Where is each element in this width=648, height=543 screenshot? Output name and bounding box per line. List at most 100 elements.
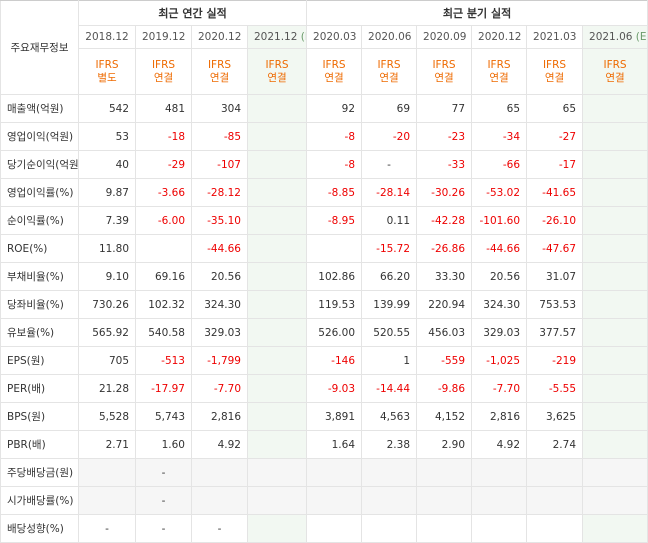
table-cell: -5.55 xyxy=(526,374,584,403)
table-cell: 324.30 xyxy=(191,290,248,319)
table-cell: 526.00 xyxy=(306,318,363,347)
table-cell: 4,152 xyxy=(416,402,473,431)
kind-header-row: IFRS 별도 IFRS 연결 IFRS 연결 IFRS 연결 IFRS 연결 IFRS 연결 IFRS… xyxy=(1,48,648,95)
table-cell: 65 xyxy=(526,94,584,123)
table-cell: -219 xyxy=(526,346,584,375)
consolidation-label: 연결 xyxy=(267,71,287,84)
table-cell: - xyxy=(191,514,248,543)
table-cell: -34 xyxy=(471,122,528,151)
table-row: 순이익률(%) 7.39 -6.00 -35.10 -8.95 0.11 -42.28 -10… xyxy=(0,206,648,235)
period-label: 2020.09 xyxy=(423,31,467,43)
table-cell: 329.03 xyxy=(471,318,528,347)
accounting-standard[interactable]: IFRS 연결 xyxy=(361,48,418,95)
table-cell: -559 xyxy=(416,346,473,375)
table-cell: -8 xyxy=(306,122,363,151)
table-cell xyxy=(246,94,308,123)
period-header: 2020.09 xyxy=(416,25,473,49)
standard-label: IFRS xyxy=(487,58,511,71)
row-label: 매출액(억원) xyxy=(0,94,79,123)
table-row: 매출액(억원) 542 481 304 92 69 77 65 65 xyxy=(0,94,648,123)
table-cell: 1.64 xyxy=(306,430,363,459)
table-cell: -42.28 xyxy=(416,206,473,235)
table-cell: 9.87 xyxy=(78,178,136,207)
accounting-standard[interactable]: IFRS 연결 xyxy=(582,48,648,95)
table-row: PER(배) 21.28 -17.97 -7.70 -9.03 -14.44 -9.86 -7… xyxy=(0,374,648,403)
table-cell xyxy=(582,94,648,123)
table-row: ROE(%) 11.80 -44.66 -15.72 -26.86 -44.66 -47.6… xyxy=(0,234,648,263)
accounting-standard[interactable]: IFRS 연결 xyxy=(246,48,308,95)
table-cell: - xyxy=(78,514,136,543)
table-cell xyxy=(78,458,136,487)
table-cell: 3,625 xyxy=(526,402,584,431)
table-cell xyxy=(246,150,308,179)
table-cell: -20 xyxy=(361,122,418,151)
table-cell: 2.74 xyxy=(526,430,584,459)
accounting-standard[interactable]: IFRS 연결 xyxy=(526,48,584,95)
row-label: PBR(배) xyxy=(0,430,79,459)
table-cell xyxy=(416,486,473,515)
table-cell: -6.00 xyxy=(135,206,192,235)
table-cell: -7.70 xyxy=(471,374,528,403)
table-cell xyxy=(306,514,363,543)
table-cell: 1.60 xyxy=(135,430,192,459)
table-cell: -8.85 xyxy=(306,178,363,207)
consolidation-label: 연결 xyxy=(153,71,174,84)
table-cell: -18 xyxy=(135,122,192,151)
table-cell: 4.92 xyxy=(471,430,528,459)
period-label: 2021.12 xyxy=(254,31,298,43)
accounting-standard[interactable]: IFRS 별도 xyxy=(78,48,136,95)
table-cell: -28.12 xyxy=(191,178,248,207)
table-cell xyxy=(246,178,308,207)
table-cell: 377.57 xyxy=(526,318,584,347)
accounting-standard[interactable]: IFRS 연결 xyxy=(306,48,363,95)
table-cell: 5,743 xyxy=(135,402,192,431)
table-row: EPS(원) 705 -513 -1,799 -146 1 -559 -1,025 -219 xyxy=(0,346,648,375)
table-cell xyxy=(246,206,308,235)
table-row: 당좌비율(%) 730.26 102.32 324.30 119.53 139.99 220… xyxy=(0,290,648,319)
header-corner: 주요재무정보 xyxy=(0,0,79,95)
standard-label: IFRS xyxy=(432,58,456,71)
row-label: 순이익률(%) xyxy=(0,206,79,235)
table-cell xyxy=(582,374,648,403)
table-cell xyxy=(416,514,473,543)
table-cell xyxy=(471,486,528,515)
table-cell: -66 xyxy=(471,150,528,179)
accounting-standard[interactable]: IFRS 연결 xyxy=(471,48,528,95)
table-cell: 102.32 xyxy=(135,290,192,319)
table-cell xyxy=(306,234,363,263)
accounting-standard[interactable]: IFRS 연결 xyxy=(191,48,248,95)
table-cell xyxy=(78,486,136,515)
accounting-standard[interactable]: IFRS 연결 xyxy=(135,48,192,95)
table-cell: -8.95 xyxy=(306,206,363,235)
table-cell: 102.86 xyxy=(306,262,363,291)
table-cell: 542 xyxy=(78,94,136,123)
period-label: 2021.06 xyxy=(589,31,633,43)
table-cell: 1 xyxy=(361,346,418,375)
table-row: 당기순이익(억원) 40 -29 -107 -8- -33 -66 -17 xyxy=(0,150,648,179)
table-cell xyxy=(582,206,648,235)
table-cell: 520.55 xyxy=(361,318,418,347)
table-cell: 304 xyxy=(191,94,248,123)
table-body: 매출액(억원) 542 481 304 92 69 77 65 65 영업이익(억원) 53 -18-… xyxy=(0,94,648,543)
table-cell: -41.65 xyxy=(526,178,584,207)
table-cell: -17 xyxy=(526,150,584,179)
row-label: 유보율(%) xyxy=(0,318,79,347)
accounting-standard[interactable]: IFRS 연결 xyxy=(416,48,473,95)
row-label: 당좌비율(%) xyxy=(0,290,79,319)
table-cell: 31.07 xyxy=(526,262,584,291)
table-row: BPS(원) 5,528 5,743 2,816 3,891 4,563 4,152 2,81… xyxy=(0,402,648,431)
row-label: ROE(%) xyxy=(0,234,79,263)
table-cell: -23 xyxy=(416,122,473,151)
table-cell: 139.99 xyxy=(361,290,418,319)
table-cell xyxy=(361,514,418,543)
table-cell: -9.86 xyxy=(416,374,473,403)
consolidation-label: 연결 xyxy=(605,71,625,84)
table-cell: 40 xyxy=(78,150,136,179)
table-cell: -27 xyxy=(526,122,584,151)
table-cell xyxy=(582,346,648,375)
table-cell: 5,528 xyxy=(78,402,136,431)
table-cell: -44.66 xyxy=(191,234,248,263)
standard-label: IFRS xyxy=(603,58,627,71)
row-label: 영업이익률(%) xyxy=(0,178,79,207)
